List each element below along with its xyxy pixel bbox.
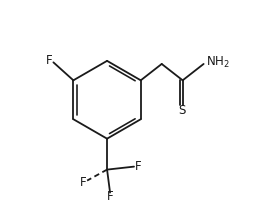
Text: F: F	[79, 176, 86, 190]
Text: NH$_2$: NH$_2$	[206, 55, 230, 70]
Text: S: S	[178, 104, 186, 116]
Text: F: F	[46, 54, 52, 67]
Text: F: F	[107, 191, 113, 203]
Text: F: F	[135, 160, 142, 173]
